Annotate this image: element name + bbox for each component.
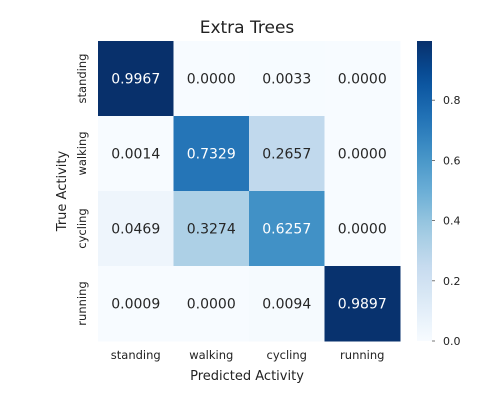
y-axis-label: True Activity [55, 151, 70, 233]
heatmap-cell [173, 116, 250, 192]
cell-value-label: 0.0033 [262, 72, 311, 88]
heatmap-cell [249, 191, 325, 267]
heatmap-cell [173, 41, 250, 117]
heatmap-cells: 0.9967 0.0000 0.0033 0.0000 0.0014 0.7329 0.26… [98, 41, 401, 342]
cell-value-label: 0.6257 [262, 222, 311, 238]
cell-value-label: 0.3274 [187, 222, 236, 238]
heatmap-cell [324, 191, 401, 267]
heatmap-cell [173, 266, 250, 342]
y-tick-label: walking [75, 131, 89, 175]
heatmap-cell [98, 266, 174, 342]
x-tick-label: cycling [267, 348, 307, 362]
heatmap-cell [98, 41, 174, 117]
heatmap-cell [249, 41, 325, 117]
x-axis-label: Predicted Activity [190, 369, 304, 384]
cell-value-label: 0.0000 [187, 297, 236, 313]
chart-title: Extra Trees [200, 18, 295, 38]
x-tick-labels: standing walking cycling running [111, 348, 385, 362]
cell-value-label: 0.0094 [262, 297, 311, 313]
heatmap-cell [324, 41, 401, 117]
heatmap-cell [249, 116, 325, 192]
colorbar-tick-label: 0.8 [443, 94, 461, 107]
cell-value-label: 0.0000 [338, 147, 387, 163]
cell-value-label: 0.0000 [338, 72, 387, 88]
x-tick-label: running [340, 348, 384, 362]
colorbar-tick-label: 0.0 [443, 335, 461, 348]
y-tick-label: standing [75, 54, 89, 104]
cell-value-label: 0.9897 [338, 297, 387, 313]
cell-value-label: 0.2657 [262, 147, 311, 163]
heatmap-cell [324, 116, 401, 192]
cell-value-label: 0.0000 [187, 72, 236, 88]
heatmap-cell [98, 116, 174, 192]
heatmap-cell [98, 191, 174, 267]
cell-value-label: 0.0009 [111, 297, 160, 313]
cell-value-label: 0.0469 [111, 222, 160, 238]
heatmap-cell [249, 266, 325, 342]
y-tick-label: cycling [75, 208, 89, 248]
x-tick-label: standing [111, 348, 161, 362]
colorbar-tick-label: 0.4 [443, 215, 461, 228]
cell-value-label: 0.7329 [187, 147, 236, 163]
colorbar [417, 41, 432, 341]
y-tick-labels: standing walking cycling running [75, 54, 89, 326]
colorbar-tick-label: 0.2 [443, 275, 461, 288]
y-tick-label: running [75, 281, 89, 325]
x-tick-label: walking [189, 348, 233, 362]
cell-value-label: 0.9967 [111, 72, 160, 88]
cell-value-label: 0.0014 [111, 147, 160, 163]
colorbar-tick-label: 0.6 [443, 154, 461, 167]
heatmap-cell [173, 191, 250, 267]
colorbar-ticks: 0.0 0.2 0.4 0.6 0.8 [432, 94, 461, 348]
cell-value-label: 0.0000 [338, 222, 387, 238]
heatmap-cell [324, 266, 401, 342]
